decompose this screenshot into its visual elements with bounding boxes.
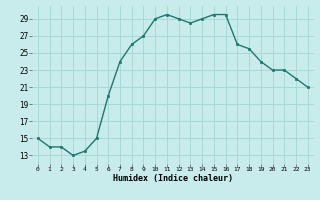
X-axis label: Humidex (Indice chaleur): Humidex (Indice chaleur) <box>113 174 233 183</box>
